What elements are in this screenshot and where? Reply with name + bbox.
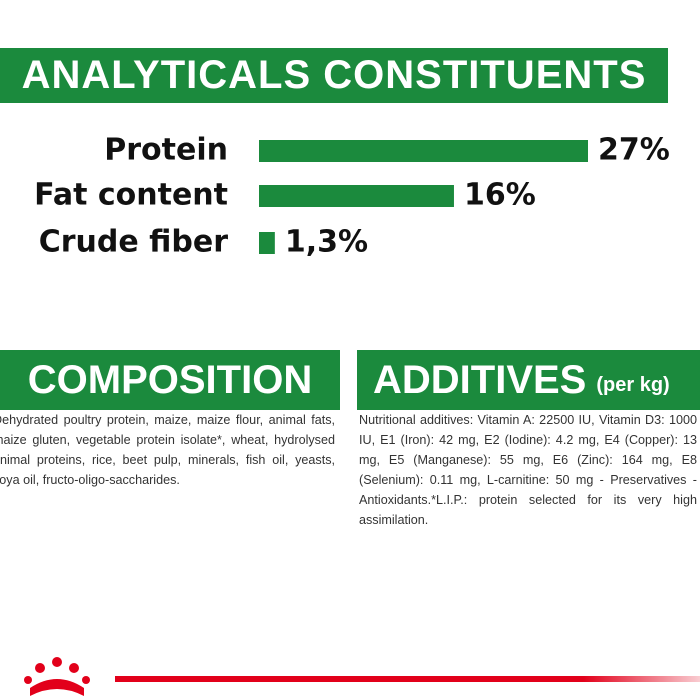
bar (259, 232, 275, 254)
value-label: 1,3% (285, 225, 368, 260)
logo-crown (24, 657, 90, 696)
title-band: ANALYTICALS CONSTITUENTS (0, 48, 668, 103)
footer (24, 657, 700, 696)
bar (259, 140, 588, 162)
additives-text: Nutritional additives: Vitamin A: 22500 … (359, 413, 697, 527)
chart: Protein 27% Fat content 16% Crude fiber 1,3% (34, 133, 670, 260)
value-label: 27% (598, 133, 670, 168)
bar (259, 185, 454, 207)
value-label: 16% (464, 178, 536, 213)
additives-unit: (per kg) (596, 373, 670, 396)
footer-rule (115, 676, 700, 682)
composition-title: COMPOSITION (27, 357, 313, 402)
category-label: Crude fiber (39, 225, 228, 260)
additives-title: ADDITIVES (373, 357, 587, 402)
category-label: Protein (104, 133, 228, 168)
additives-band: ADDITIVES (per kg) (357, 350, 700, 410)
category-label: Fat content (34, 178, 228, 213)
composition-text: Dehydrated poultry protein, maize, maize… (0, 413, 335, 487)
composition-band: COMPOSITION (0, 350, 340, 410)
chart-title: ANALYTICALS CONSTITUENTS (21, 53, 647, 97)
